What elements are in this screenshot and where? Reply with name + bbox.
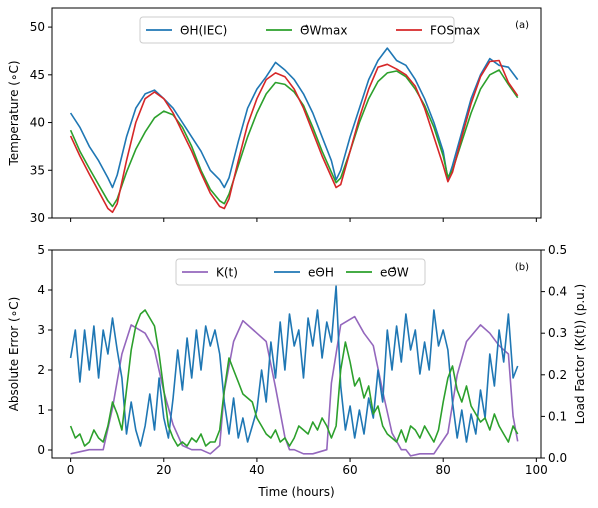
y-tick-label: 3 bbox=[37, 323, 45, 337]
x-tick-label: 60 bbox=[342, 463, 357, 477]
legend-label: eΘH bbox=[308, 266, 334, 280]
right-y-tick-label: 0.1 bbox=[548, 409, 567, 423]
y-tick-label: 4 bbox=[37, 283, 45, 297]
right-y-tick-label: 0.2 bbox=[548, 368, 567, 382]
panel-b-legend: K(t) eΘH eΘ̂W bbox=[175, 258, 426, 286]
right-y-tick-label: 0.0 bbox=[548, 451, 567, 465]
x-tick-label: 0 bbox=[67, 463, 75, 477]
panel-b-frame bbox=[51, 249, 542, 459]
legend-label: ΘH(IEC) bbox=[180, 24, 227, 38]
y-tick-label: 1 bbox=[37, 403, 45, 417]
panel-b-right-y-ticks: 0.0 0.1 0.2 0.3 0.4 0.5 bbox=[541, 243, 567, 465]
legend-label: FOSmax bbox=[430, 24, 480, 38]
x-tick-label: 80 bbox=[436, 463, 451, 477]
right-y-tick-label: 0.3 bbox=[548, 326, 567, 340]
panel-b-legend-box bbox=[175, 258, 426, 286]
panel-a-y-ticks: 30 35 40 45 50 bbox=[30, 20, 52, 225]
y-tick-label: 5 bbox=[37, 243, 45, 257]
panel-a-label: (a) bbox=[515, 20, 529, 31]
x-tick-label: 20 bbox=[156, 463, 171, 477]
y-tick-label: 2 bbox=[37, 363, 45, 377]
panel-b-x-ticks: 0 20 40 60 80 100 bbox=[67, 458, 548, 477]
panel-b-error: 0 20 40 60 80 100 0 1 2 3 4 5 0.0 0.1 0.2 0.3 0.4 0.5 T… bbox=[7, 243, 587, 499]
right-y-tick-label: 0.4 bbox=[548, 285, 567, 299]
series-line-K(t) bbox=[70, 315, 519, 457]
y-tick-label: 40 bbox=[30, 116, 45, 130]
series-line-eΘ̂W bbox=[69, 309, 519, 447]
panel-b-right-y-axis-label: Load Factor (K(t)) (p.u.) bbox=[573, 284, 587, 424]
y-tick-label: 50 bbox=[30, 20, 45, 34]
panel-b-y-axis-label: Absolute Error (∘C) bbox=[7, 297, 21, 412]
panel-b-y-ticks: 0 1 2 3 4 5 bbox=[37, 243, 52, 457]
x-tick-label: 100 bbox=[525, 463, 548, 477]
series-line-eΘH bbox=[69, 285, 519, 447]
y-tick-label: 35 bbox=[30, 163, 45, 177]
panel-b-x-axis-label: Time (hours) bbox=[257, 485, 334, 499]
panel-a-legend: ΘH(IEC) Θ̂Wmax FOSmax bbox=[139, 16, 480, 44]
right-y-tick-label: 0.5 bbox=[548, 243, 567, 257]
panel-a-legend-box bbox=[139, 16, 455, 44]
y-tick-label: 45 bbox=[30, 68, 45, 82]
y-tick-label: 30 bbox=[30, 211, 45, 225]
x-tick-label: 40 bbox=[249, 463, 264, 477]
legend-label: eΘ̂W bbox=[380, 266, 409, 280]
legend-label: K(t) bbox=[216, 266, 238, 280]
panel-a-series bbox=[69, 47, 519, 214]
panel-a-frame bbox=[51, 7, 542, 219]
panel-b-label: (b) bbox=[515, 262, 529, 273]
panel-b-series bbox=[69, 285, 519, 457]
series-line-Θ̂Wmax bbox=[69, 69, 519, 208]
panel-a-x-ticks bbox=[70, 218, 537, 222]
series-line-FOSmax bbox=[69, 59, 519, 214]
panel-a-y-axis-label: Temperature (∘C) bbox=[7, 60, 21, 166]
y-tick-label: 0 bbox=[37, 443, 45, 457]
legend-label: Θ̂Wmax bbox=[300, 24, 347, 38]
